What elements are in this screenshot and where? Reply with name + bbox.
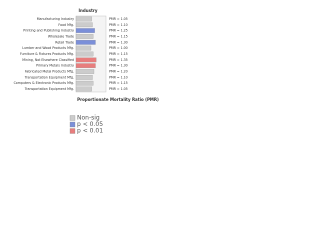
x-axis-label: Proportionate Mortality Ratio (PMR) [77,97,159,102]
value-label: PMR = 1.20 [109,70,128,74]
chart-title: Industry [79,8,98,13]
value-label: PMR = 1.00 [109,46,128,50]
legend-label: Non-sig [77,115,100,122]
legend-label: p < 0.05 [77,121,103,128]
value-label: PMR = 1.05 [109,87,128,91]
value-label: PMR = 1.10 [109,75,128,79]
bar [75,86,92,92]
value-label: PMR = 1.25 [109,29,128,33]
bar [75,28,95,33]
bar [75,22,93,28]
value-label: PMR = 1.10 [109,23,128,27]
legend-swatch [69,121,76,128]
bar [75,51,94,57]
value-label: PMR = 1.30 [109,64,128,68]
bar [75,57,97,63]
bar [75,39,96,45]
value-label: PMR = 1.30 [109,40,128,44]
bar [75,80,94,86]
category-label: Retail Trade [55,40,74,44]
value-label: PMR = 1.15 [109,52,128,56]
category-label: Lumber and Wood Products Mfg. [22,46,74,50]
category-label: Manufacturing Industry [37,17,74,21]
category-label: Furniture & Fixtures Products Mfg. [20,52,74,56]
legend-swatch [69,128,76,134]
bar [75,63,96,69]
bar [75,69,95,74]
category-label: Wholesale Trade [48,34,74,38]
legend-swatch [69,115,76,121]
category-label: Computers & Electronic Products Mfg. [14,81,74,85]
category-label: Fabricated Metal Products Mfg. [25,70,74,74]
value-label: PMR = 1.05 [109,17,128,21]
legend-label: p < 0.01 [77,128,103,135]
category-label: Printing and Publishing Industry [23,29,74,33]
bar [75,75,93,80]
category-label: Primary Metals Industry [36,64,74,68]
bar [75,16,92,22]
chart: Industry Proportionate Mortality Ratio (… [14,8,159,135]
value-label: PMR = 1.35 [109,58,128,62]
category-label: Mining, Not Elsewhere Classified [22,58,74,62]
category-label: Food Mfg. [58,23,74,27]
bar [75,34,94,39]
bar [75,45,92,51]
value-label: PMR = 1.15 [109,81,128,85]
category-label: Transportation Equipment Mfg. [24,75,74,79]
category-label: Transportation Equipment Mfg. [24,87,74,91]
value-label: PMR = 1.15 [109,34,128,38]
